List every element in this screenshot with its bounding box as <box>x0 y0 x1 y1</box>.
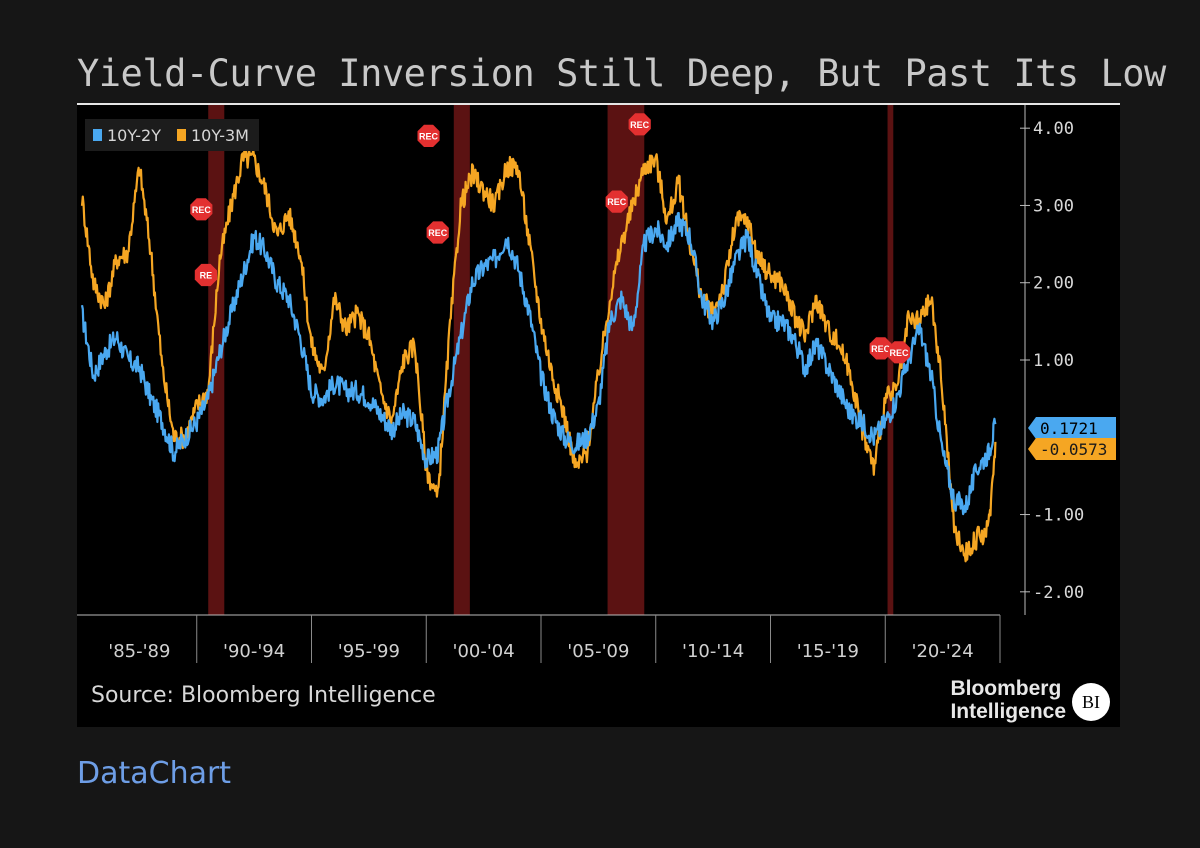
rec-marker-shape-7 <box>887 341 911 364</box>
rec-marker-1: RE <box>194 263 217 287</box>
legend-item-10y-3m[interactable]: 10Y-3M <box>176 125 249 145</box>
rec-marker-label-6: REC <box>871 344 891 354</box>
series-line-10y-2y <box>80 211 997 516</box>
brand-logo: Bloomberg Intelligence <box>950 677 1066 723</box>
chart-panel: '85-'89 '90-'94 '95-'99 '00-'04 '05-'09 '10-'… <box>77 103 1120 727</box>
y-tick-label-2: 1.00 <box>1033 351 1074 371</box>
legend-item-10y-2y[interactable]: 10Y-2Y <box>93 126 161 145</box>
y-tick-label-0: -2.00 <box>1033 583 1084 603</box>
rec-marker-shape-0 <box>190 198 213 221</box>
rec-marker-label-2: REC <box>419 131 439 141</box>
last-value-tag-10y-2y: 0.1721 <box>1028 417 1116 439</box>
chart-svg: '85-'89 '90-'94 '95-'99 '00-'04 '05-'09 '10-'… <box>77 105 1116 663</box>
last-value-label-1: -0.0573 <box>1040 440 1107 459</box>
rec-marker-shape-4 <box>605 190 628 213</box>
x-tick-label-1: '90-'94 <box>223 641 285 662</box>
legend-swatch-10y-2y <box>93 129 102 141</box>
chart-title: Yield-Curve Inversion Still Deep, But Pa… <box>77 52 1166 95</box>
recession-band-1 <box>453 105 470 615</box>
rec-marker-3: REC <box>426 221 449 244</box>
legend-label-10y-2y: 10Y-2Y <box>107 125 161 145</box>
rec-marker-label-5: REC <box>630 120 650 130</box>
source-note: Source: Bloomberg Intelligence <box>91 683 436 708</box>
x-tick-label-6: '15-'19 <box>797 641 859 662</box>
recession-band-3 <box>887 105 894 615</box>
last-value-tag-10y-3m: -0.0573 <box>1028 438 1116 460</box>
datachart-link[interactable]: DataChart <box>77 756 232 791</box>
rec-marker-4: REC <box>605 190 628 213</box>
rec-marker-label-7: REC <box>890 348 910 358</box>
legend: 10Y-2Y 10Y-3M <box>85 119 259 151</box>
legend-label-10y-3m: 10Y-3M <box>190 125 249 145</box>
brand-line-1: Bloomberg <box>950 677 1062 700</box>
rec-marker-0: REC <box>190 198 213 221</box>
rec-marker-7: REC <box>887 341 911 364</box>
rec-marker-label-3: REC <box>428 228 448 238</box>
last-value-label-0: 0.1721 <box>1040 419 1098 438</box>
rec-marker-shape-5 <box>628 113 651 136</box>
rec-marker-label-4: REC <box>607 197 627 207</box>
x-tick-label-4: '05-'09 <box>567 641 629 662</box>
rec-marker-label-0: REC <box>192 205 212 215</box>
rec-marker-shape-3 <box>426 221 449 244</box>
x-tick-label-7: '20-'24 <box>912 641 974 662</box>
y-tick-label-3: 2.00 <box>1033 274 1074 294</box>
y-tick-label-4: 3.00 <box>1033 196 1074 216</box>
rec-marker-label-1: RE <box>200 271 213 281</box>
y-tick-label-5: 4.00 <box>1033 119 1074 139</box>
x-tick-label-5: '10-'14 <box>682 641 744 662</box>
x-tick-label-3: '00-'04 <box>453 641 515 662</box>
legend-swatch-10y-3m <box>176 129 186 141</box>
rec-marker-shape-1 <box>194 263 217 287</box>
x-tick-label-2: '95-'99 <box>338 641 400 662</box>
bi-badge-icon: BI <box>1072 683 1110 721</box>
x-tick-label-0: '85-'89 <box>108 641 170 662</box>
last-value-tag-shape-0 <box>1028 417 1116 439</box>
y-tick-label-1: -1.00 <box>1033 506 1084 526</box>
rec-marker-shape-6 <box>869 337 892 360</box>
last-value-tag-shape-1 <box>1028 438 1116 460</box>
rec-marker-2: REC <box>417 124 440 147</box>
rec-marker-6: REC <box>869 337 892 360</box>
rec-marker-shape-2 <box>417 124 440 147</box>
brand-line-2: Intelligence <box>950 700 1066 723</box>
series-line-10y-3m <box>80 148 997 563</box>
rec-marker-5: REC <box>628 113 651 136</box>
